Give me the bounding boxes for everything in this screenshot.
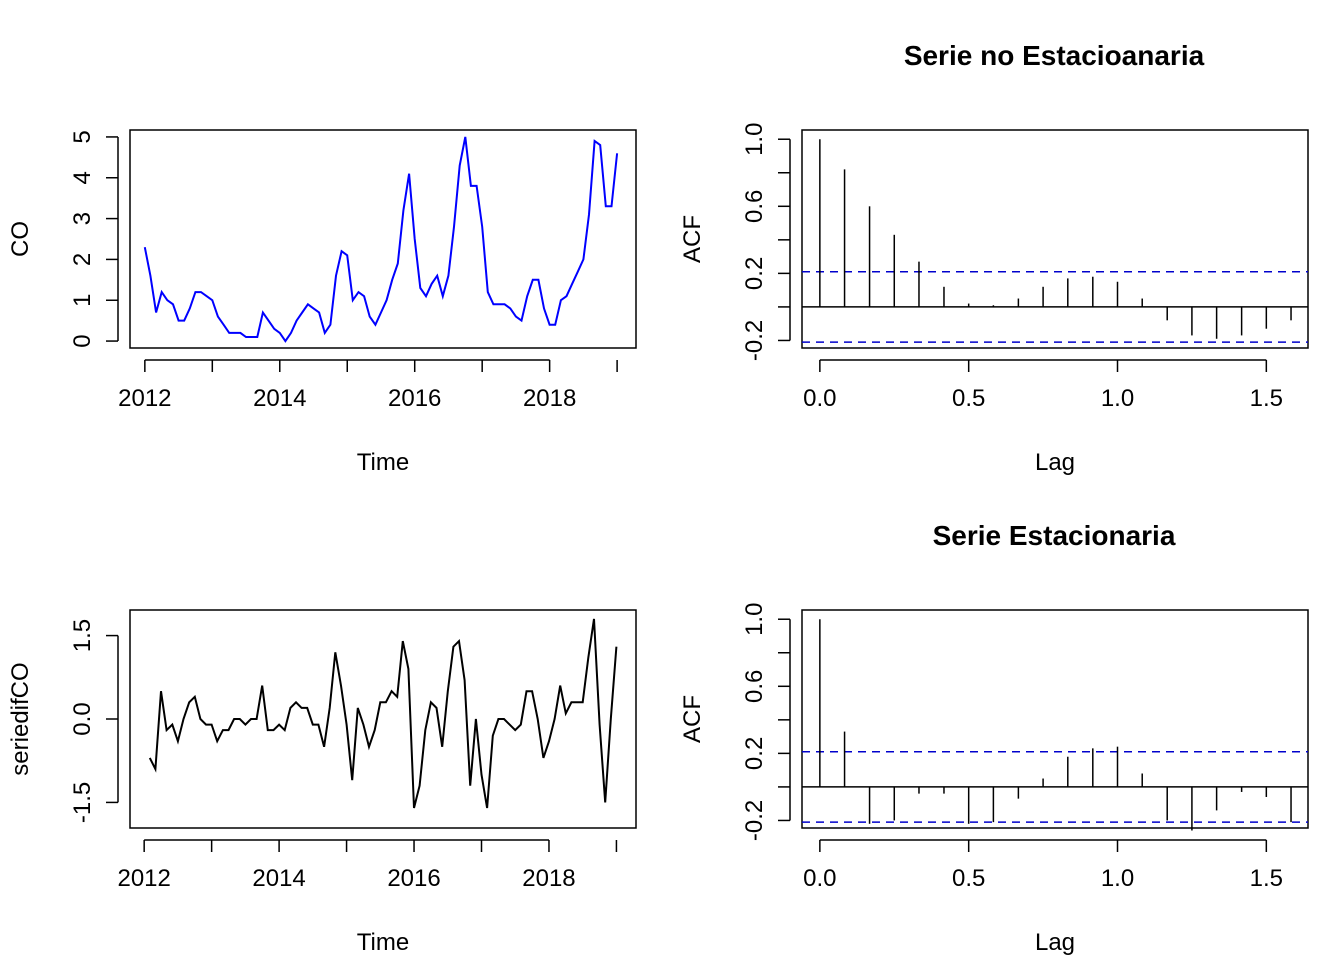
y-tick-label: -1.5 xyxy=(69,782,96,823)
x-tick-label: 2012 xyxy=(118,385,171,412)
y-tick-label: -0.2 xyxy=(741,320,768,361)
panel-2: Serie no Estacioanaria 0.0 0.5 1.0 1.5 -0.2 0.… xyxy=(679,40,1309,476)
y-tick-label: 0.2 xyxy=(741,737,768,770)
y-tick-label: 1.5 xyxy=(69,619,96,652)
x-axis-label: Lag xyxy=(1035,929,1075,956)
plot-frame xyxy=(801,129,1309,349)
x-axis-label: Time xyxy=(357,449,409,476)
y-tick-label: 1.0 xyxy=(741,123,768,156)
x-tick-label: 2014 xyxy=(253,385,306,412)
x-tick-label: 2016 xyxy=(387,865,440,892)
x-tick-label: 0.0 xyxy=(803,385,836,412)
panel-1: 2012 2014 2016 2018 0 1 2 3 4 5 Time CO xyxy=(7,129,637,476)
y-tick-label: 5 xyxy=(69,130,96,143)
panel-4: Serie Estacionaria 0.0 0.5 1.0 1.5 -0.2 0.2 0.6… xyxy=(679,520,1309,956)
x-axis-label: Time xyxy=(357,929,409,956)
x-tick-label: 0.5 xyxy=(952,865,985,892)
x-tick-label: 2018 xyxy=(522,865,575,892)
series-line xyxy=(148,618,618,809)
x-tick-label: 1.0 xyxy=(1101,385,1134,412)
y-tick-label: 1.0 xyxy=(741,603,768,636)
y-tick-label: 0.6 xyxy=(741,670,768,703)
x-tick-label: 1.5 xyxy=(1250,865,1283,892)
y-tick-label: 3 xyxy=(69,212,96,225)
x-tick-label: 0.0 xyxy=(803,865,836,892)
x-tick-label: 2016 xyxy=(388,385,441,412)
x-axis-label: Lag xyxy=(1035,449,1075,476)
y-tick-label: 0.2 xyxy=(741,257,768,290)
y-tick-label: 0.0 xyxy=(69,702,96,735)
series-line xyxy=(143,136,619,343)
chart-title: Serie Estacionaria xyxy=(933,520,1176,551)
y-axis-label: ACF xyxy=(679,695,706,743)
y-tick-label: 2 xyxy=(69,253,96,266)
plot-frame xyxy=(129,609,637,829)
y-axis-label: CO xyxy=(7,221,34,257)
chart-title: Serie no Estacioanaria xyxy=(904,40,1205,71)
y-tick-label: 0.6 xyxy=(741,190,768,223)
x-tick-label: 2014 xyxy=(252,865,305,892)
plot-frame xyxy=(801,609,1309,829)
x-tick-label: 1.5 xyxy=(1250,385,1283,412)
y-tick-label: -0.2 xyxy=(741,800,768,841)
y-axis-label: ACF xyxy=(679,215,706,263)
x-tick-label: 2018 xyxy=(523,385,576,412)
x-tick-label: 0.5 xyxy=(952,385,985,412)
x-tick-label: 1.0 xyxy=(1101,865,1134,892)
x-tick-label: 2012 xyxy=(117,865,170,892)
y-axis-label: seriedifCO xyxy=(7,662,34,775)
y-tick-label: 1 xyxy=(69,294,96,307)
plot-frame xyxy=(129,129,637,349)
y-tick-label: 0 xyxy=(69,334,96,347)
panel-3: 2012 2014 2016 2018 -1.5 0.0 1.5 Time seriedifCO xyxy=(7,609,637,956)
y-tick-label: 4 xyxy=(69,171,96,184)
